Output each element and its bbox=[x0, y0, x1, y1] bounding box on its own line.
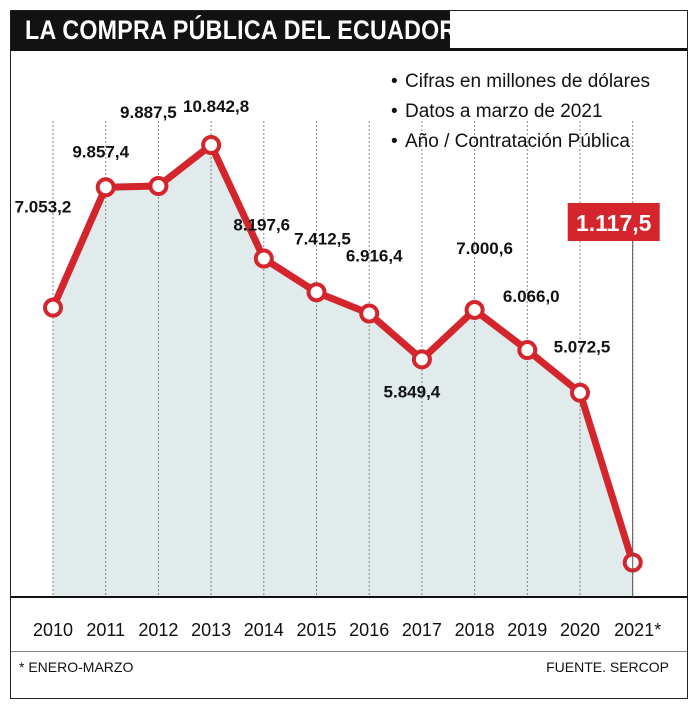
note-text: Datos a marzo de 2021 bbox=[405, 101, 603, 122]
data-point bbox=[201, 134, 222, 155]
x-tick-label: 2018 bbox=[455, 620, 495, 640]
data-point bbox=[359, 303, 380, 324]
data-point bbox=[253, 248, 274, 269]
x-tick-label: 2013 bbox=[191, 620, 231, 640]
x-tick-label: 2016 bbox=[349, 620, 389, 640]
data-point bbox=[464, 299, 485, 320]
value-label: 7.412,5 bbox=[294, 229, 351, 248]
value-label: 7.053,2 bbox=[15, 198, 72, 217]
value-label: 7.000,6 bbox=[456, 239, 513, 258]
note-item: • Año / Contratación Pública bbox=[391, 127, 650, 157]
area-fill bbox=[53, 144, 633, 598]
data-point bbox=[95, 177, 116, 198]
note-item: • Cifras en millones de dólares bbox=[391, 67, 650, 97]
data-point bbox=[517, 340, 538, 361]
footer-divider bbox=[11, 651, 687, 652]
value-label: 5.849,4 bbox=[384, 382, 441, 401]
data-point bbox=[306, 282, 327, 303]
x-tick-label: 2012 bbox=[138, 620, 178, 640]
x-tick-label: 2020 bbox=[560, 620, 600, 640]
value-label: 9.887,5 bbox=[120, 103, 177, 122]
bullet-icon: • bbox=[391, 71, 398, 92]
x-tick-label: 2021* bbox=[614, 620, 661, 640]
x-tick-label: 2015 bbox=[296, 620, 336, 640]
value-label: 9.857,4 bbox=[72, 142, 129, 161]
chart-title: LA COMPRA PÚBLICA DEL ECUADOR bbox=[25, 15, 457, 45]
value-label: 5.072,5 bbox=[554, 338, 611, 357]
x-tick-label: 2014 bbox=[244, 620, 284, 640]
value-label: 6.916,4 bbox=[346, 247, 403, 266]
line-chart: 7.053,2 9.857,4 9.887,5 10.842,8 8.197,67.41… bbox=[11, 97, 687, 640]
x-tick-label: 2019 bbox=[507, 620, 547, 640]
source-credit: FUENTE. SERCOP bbox=[546, 659, 669, 675]
value-label: 6.066,0 bbox=[503, 287, 560, 306]
title-rule bbox=[450, 48, 687, 51]
footnote: * ENERO-MARZO bbox=[19, 659, 134, 675]
bullet-icon: • bbox=[391, 131, 398, 152]
x-tick-label: 2010 bbox=[33, 620, 73, 640]
title-bar: LA COMPRA PÚBLICA DEL ECUADOR bbox=[11, 11, 456, 51]
data-point bbox=[43, 297, 63, 318]
note-item: • Datos a marzo de 2021 bbox=[391, 97, 650, 127]
note-text: Año / Contratación Pública bbox=[405, 131, 630, 152]
x-tick-label: 2011 bbox=[86, 620, 125, 640]
value-label: 8.197,6 bbox=[233, 216, 290, 235]
highlight-value-label: 1.117,5 bbox=[576, 210, 652, 236]
infographic-frame: LA COMPRA PÚBLICA DEL ECUADOR 7.053,2 9.8… bbox=[10, 10, 688, 699]
data-point bbox=[570, 382, 590, 403]
data-point bbox=[411, 349, 432, 370]
note-text: Cifras en millones de dólares bbox=[405, 71, 651, 92]
value-label: 10.842,8 bbox=[183, 97, 249, 116]
notes-list: • Cifras en millones de dólares • Datos a … bbox=[391, 67, 650, 157]
data-point bbox=[148, 176, 169, 197]
highlight-box bbox=[567, 203, 660, 241]
x-tick-label: 2017 bbox=[402, 620, 442, 640]
bullet-icon: • bbox=[391, 101, 398, 122]
